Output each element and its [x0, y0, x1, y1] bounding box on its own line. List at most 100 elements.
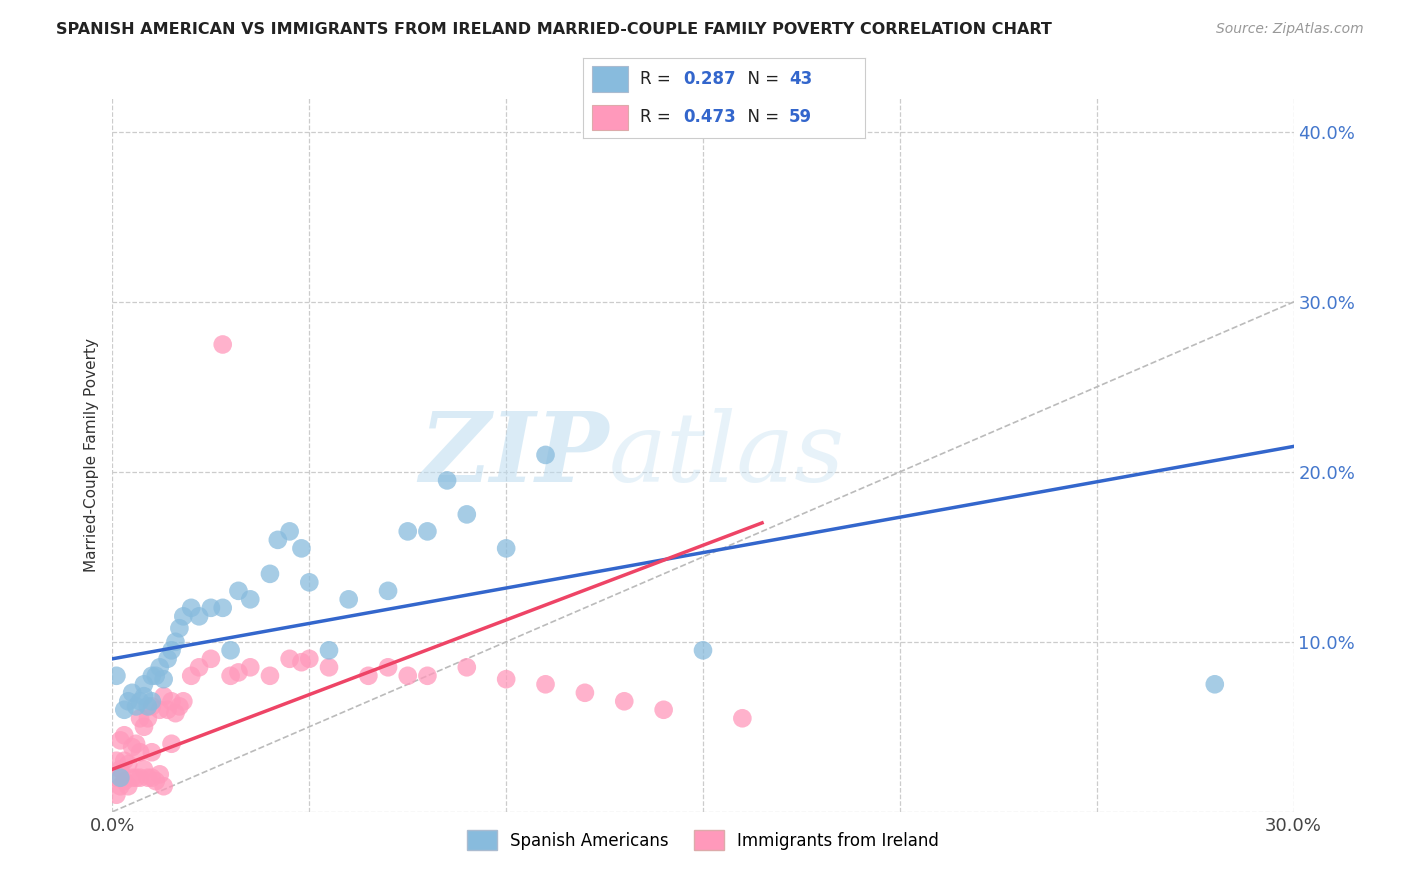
Text: atlas: atlas	[609, 408, 845, 502]
Point	[110, 779, 132, 793]
Point	[136, 711, 159, 725]
Text: SPANISH AMERICAN VS IMMIGRANTS FROM IRELAND MARRIED-COUPLE FAMILY POVERTY CORREL: SPANISH AMERICAN VS IMMIGRANTS FROM IREL…	[56, 22, 1052, 37]
Point	[132, 677, 155, 691]
Point	[180, 669, 202, 683]
Point	[267, 533, 290, 547]
Point	[613, 694, 636, 708]
Point	[169, 699, 191, 714]
Point	[172, 694, 194, 708]
Point	[112, 703, 135, 717]
Point	[416, 669, 439, 683]
Point	[129, 694, 152, 708]
Point	[495, 541, 517, 556]
Point	[156, 652, 179, 666]
Text: 59: 59	[789, 109, 811, 127]
Point	[165, 706, 187, 721]
Point	[110, 762, 132, 776]
Point	[318, 643, 340, 657]
Point	[219, 669, 242, 683]
Point	[149, 660, 172, 674]
Point	[110, 771, 132, 785]
Point	[337, 592, 360, 607]
Point	[318, 660, 340, 674]
Point	[129, 771, 152, 785]
Y-axis label: Married-Couple Family Poverty: Married-Couple Family Poverty	[84, 338, 100, 572]
Point	[105, 669, 128, 683]
Point	[141, 745, 163, 759]
Point	[121, 771, 143, 785]
Point	[731, 711, 754, 725]
Point	[574, 686, 596, 700]
Point	[152, 672, 174, 686]
Point	[152, 689, 174, 703]
Point	[188, 609, 211, 624]
Point	[149, 767, 172, 781]
Point	[259, 669, 281, 683]
Point	[121, 740, 143, 755]
Point	[136, 699, 159, 714]
FancyBboxPatch shape	[592, 66, 628, 92]
Point	[125, 737, 148, 751]
Point	[160, 737, 183, 751]
Point	[129, 745, 152, 759]
Point	[145, 774, 167, 789]
Point	[141, 669, 163, 683]
Point	[145, 669, 167, 683]
Text: 43: 43	[789, 70, 813, 87]
Point	[534, 448, 557, 462]
Point	[228, 583, 250, 598]
FancyBboxPatch shape	[592, 104, 628, 130]
Point	[172, 609, 194, 624]
Point	[692, 643, 714, 657]
Point	[165, 635, 187, 649]
Point	[259, 566, 281, 581]
Point	[141, 699, 163, 714]
Point	[180, 600, 202, 615]
Point	[228, 665, 250, 680]
Point	[125, 699, 148, 714]
Text: N =: N =	[737, 70, 785, 87]
Text: ZIP: ZIP	[419, 408, 609, 502]
Point	[105, 754, 128, 768]
Point	[298, 575, 321, 590]
Point	[211, 337, 233, 351]
Point	[160, 643, 183, 657]
Text: N =: N =	[737, 109, 785, 127]
Point	[112, 774, 135, 789]
Point	[188, 660, 211, 674]
Legend: Spanish Americans, Immigrants from Ireland: Spanish Americans, Immigrants from Irela…	[460, 823, 946, 857]
Text: Source: ZipAtlas.com: Source: ZipAtlas.com	[1216, 22, 1364, 37]
Point	[652, 703, 675, 717]
Point	[105, 771, 128, 785]
Point	[112, 754, 135, 768]
Point	[132, 762, 155, 776]
Point	[396, 524, 419, 539]
Point	[377, 583, 399, 598]
Point	[132, 689, 155, 703]
Point	[456, 508, 478, 522]
Text: R =: R =	[640, 70, 676, 87]
Point	[121, 686, 143, 700]
Point	[152, 779, 174, 793]
Point	[156, 703, 179, 717]
Point	[219, 643, 242, 657]
Point	[396, 669, 419, 683]
Point	[278, 524, 301, 539]
Point	[169, 621, 191, 635]
Text: R =: R =	[640, 109, 676, 127]
Point	[160, 694, 183, 708]
Point	[456, 660, 478, 674]
Text: 0.287: 0.287	[683, 70, 735, 87]
Point	[534, 677, 557, 691]
Point	[136, 771, 159, 785]
Point	[110, 733, 132, 747]
Point	[290, 655, 312, 669]
Point	[117, 779, 139, 793]
Point	[239, 592, 262, 607]
Point	[105, 788, 128, 802]
Point	[117, 694, 139, 708]
Point	[211, 600, 233, 615]
Point	[357, 669, 380, 683]
Point	[132, 720, 155, 734]
Point	[377, 660, 399, 674]
